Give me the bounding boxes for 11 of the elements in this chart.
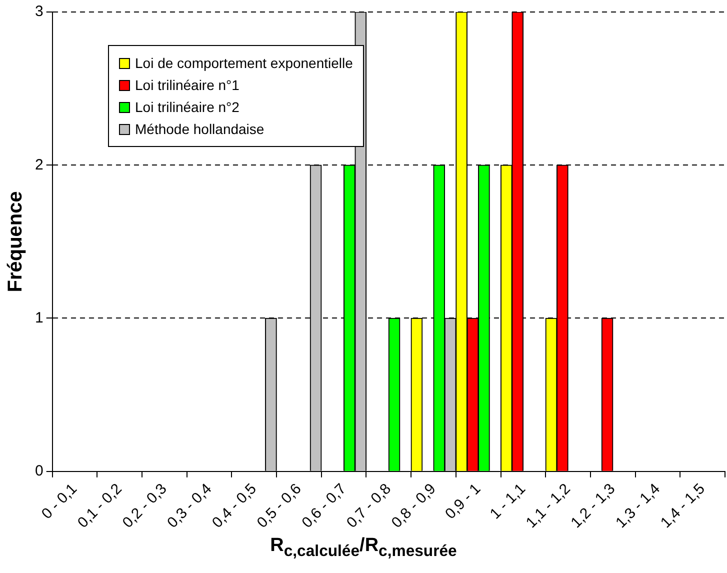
y-tick-label: 3 (35, 3, 44, 20)
y-tick-label: 1 (35, 309, 44, 326)
x-axis-title: R$_{c,calculée}$/R$_{c,mesurée}$ (269, 535, 458, 561)
legend-label: Loi trilinéaire n°1 (134, 76, 240, 95)
x-tick-label: 0,9 - 1 (442, 480, 484, 523)
y-axis-title: Fréquence (4, 191, 27, 292)
legend-label: Loi trilinéaire n°2 (134, 98, 240, 117)
legend-label: Loi de comportement exponentielle (134, 54, 353, 73)
legend-label: Méthode hollandaise (134, 120, 266, 139)
y-tick-label: 0 (35, 462, 44, 480)
y-tick-label: 2 (35, 156, 44, 174)
